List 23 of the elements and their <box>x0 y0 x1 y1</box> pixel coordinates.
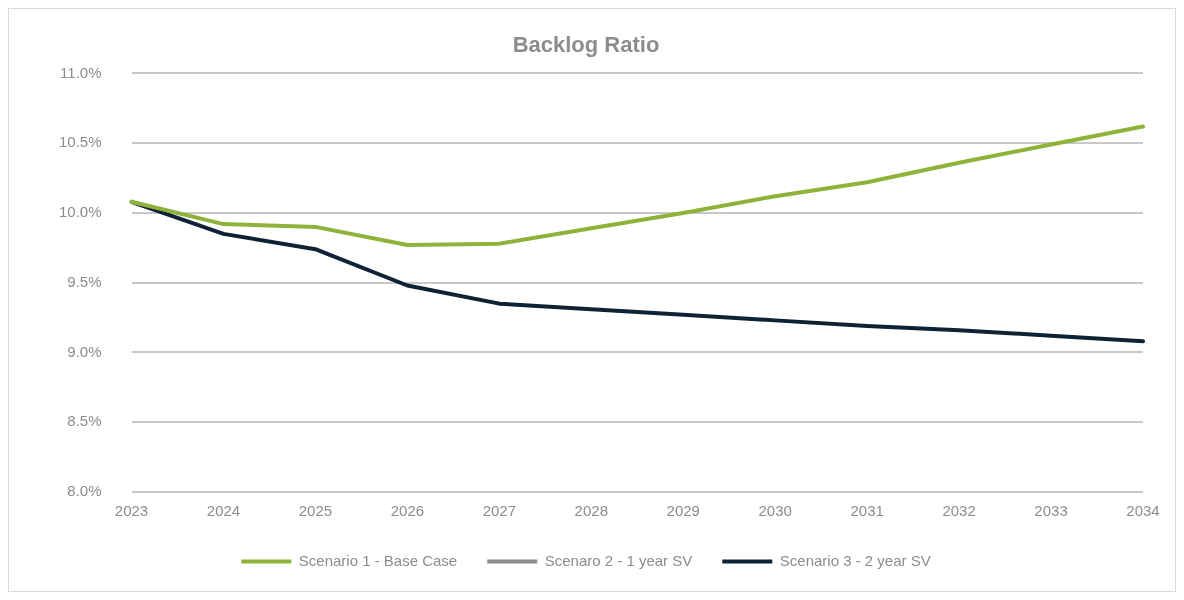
x-tick-label: 2027 <box>482 502 517 520</box>
x-tick-label: 2025 <box>298 502 333 520</box>
legend-label: Scenario 1 - Base Case <box>298 551 458 569</box>
x-tick-label: 2030 <box>758 502 792 520</box>
y-tick-label: 11.0% <box>60 63 102 81</box>
y-tick-label: 9.0% <box>67 342 102 360</box>
y-tick-label: 10.5% <box>58 133 102 151</box>
x-tick-label: 2026 <box>390 502 425 520</box>
x-tick-label: 2033 <box>1034 502 1068 520</box>
legend-label: Scenaro 2 - 1 year SV <box>544 551 693 569</box>
x-tick-label: 2028 <box>574 502 608 520</box>
x-tick-label: 2032 <box>942 502 976 520</box>
x-tick-label: 2034 <box>1126 502 1160 520</box>
x-tick-label: 2024 <box>206 502 241 520</box>
x-tick-label: 2023 <box>114 502 149 520</box>
x-tick-label: 2029 <box>666 502 700 520</box>
y-tick-label: 8.0% <box>67 482 102 500</box>
y-tick-label: 10.0% <box>58 203 102 221</box>
y-tick-label: 8.5% <box>67 412 102 430</box>
legend-label: Scenario 3 - 2 year SV <box>779 551 931 569</box>
x-tick-label: 2031 <box>850 502 884 520</box>
chart-title: Backlog Ratio <box>512 32 660 58</box>
y-tick-label: 9.5% <box>67 272 102 290</box>
